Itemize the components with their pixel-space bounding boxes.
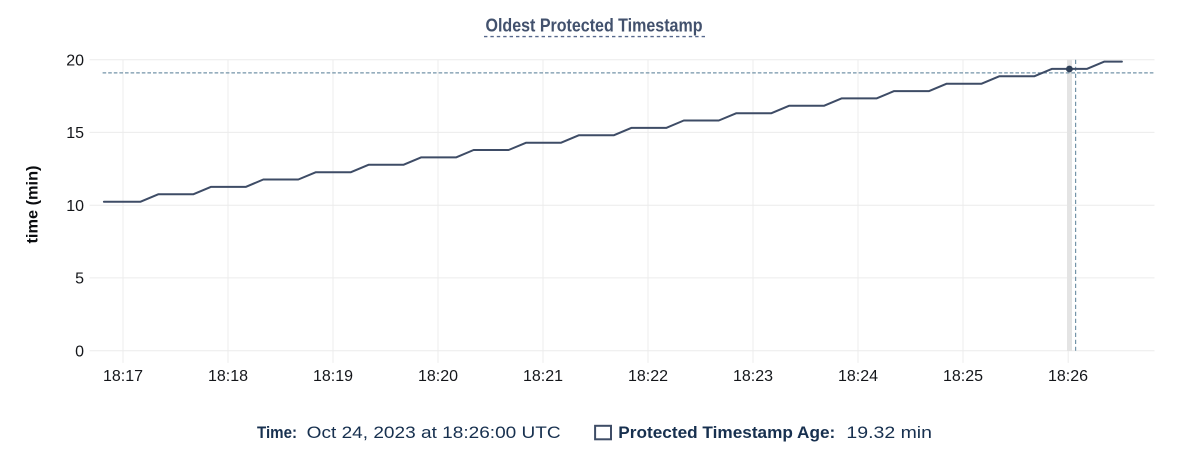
svg-text:18:22: 18:22 [628,368,668,385]
svg-text:Protected Timestamp Age:: Protected Timestamp Age: [618,423,835,442]
svg-text:20: 20 [66,52,84,69]
svg-text:5: 5 [75,271,84,288]
svg-text:18:21: 18:21 [523,368,563,385]
svg-text:18:17: 18:17 [103,368,143,385]
svg-text:18:18: 18:18 [208,368,248,385]
svg-text:18:23: 18:23 [733,368,773,385]
svg-text:time (min): time (min) [25,166,42,244]
svg-text:18:19: 18:19 [313,368,353,385]
svg-text:Oldest Protected Timestamp: Oldest Protected Timestamp [486,15,703,35]
svg-text:18:26: 18:26 [1048,368,1088,385]
svg-text:Oct 24, 2023 at 18:26:00 UTC: Oct 24, 2023 at 18:26:00 UTC [307,423,561,442]
svg-text:18:25: 18:25 [943,368,983,385]
svg-text:Time:: Time: [257,423,297,442]
svg-text:0: 0 [75,344,84,361]
svg-text:15: 15 [66,125,84,142]
svg-text:18:24: 18:24 [838,368,878,385]
svg-text:10: 10 [66,198,84,215]
svg-text:18:20: 18:20 [418,368,458,385]
svg-text:19.32 min: 19.32 min [846,423,932,442]
